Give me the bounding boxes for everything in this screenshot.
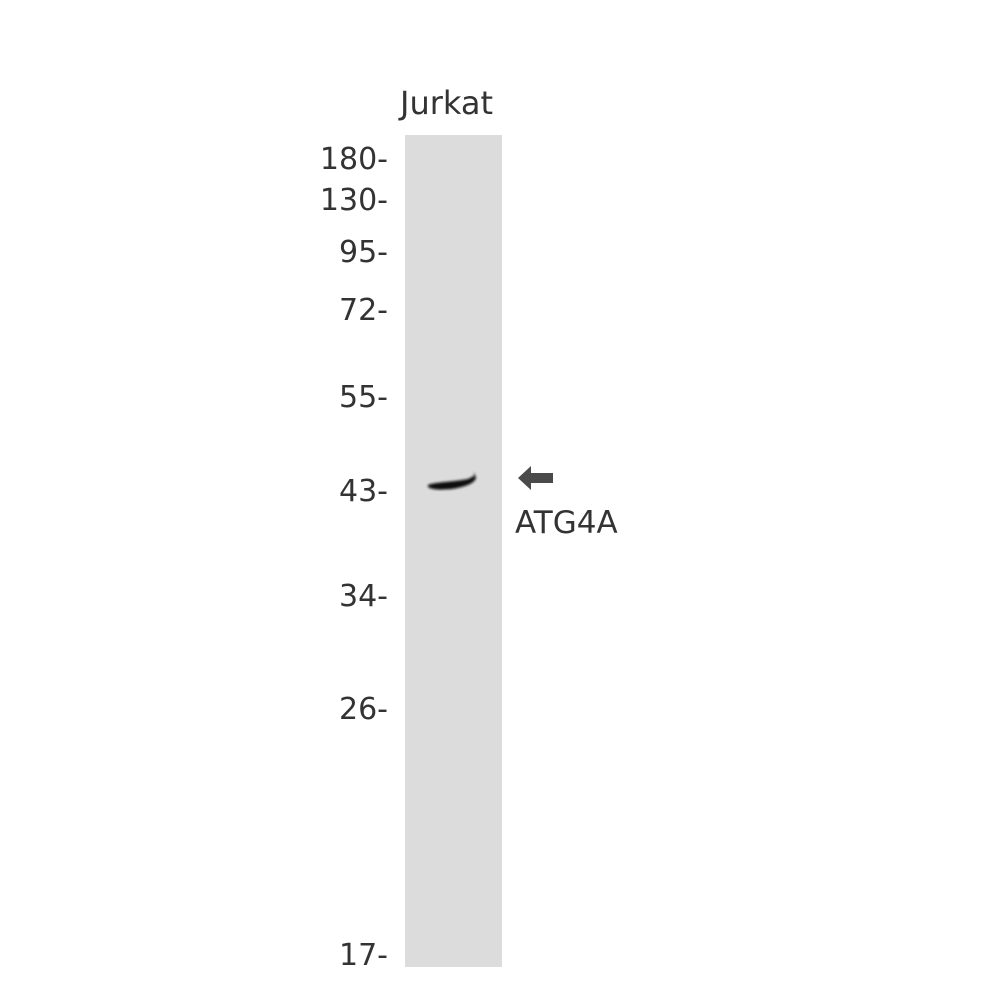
lane-label: Jurkat [400, 84, 493, 122]
protein-band [428, 472, 476, 490]
marker-95: 95- [339, 235, 388, 270]
arrow-left-icon [518, 466, 553, 490]
marker-55: 55- [339, 380, 388, 415]
marker-180: 180- [319, 142, 388, 177]
marker-43: 43- [339, 474, 388, 509]
marker-17: 17- [339, 938, 388, 973]
blot-lane [405, 135, 502, 967]
marker-34: 34- [339, 579, 388, 614]
marker-72: 72- [339, 293, 388, 328]
marker-130: 130- [319, 183, 388, 218]
marker-26: 26- [339, 692, 388, 727]
target-protein-label: ATG4A [515, 505, 618, 541]
